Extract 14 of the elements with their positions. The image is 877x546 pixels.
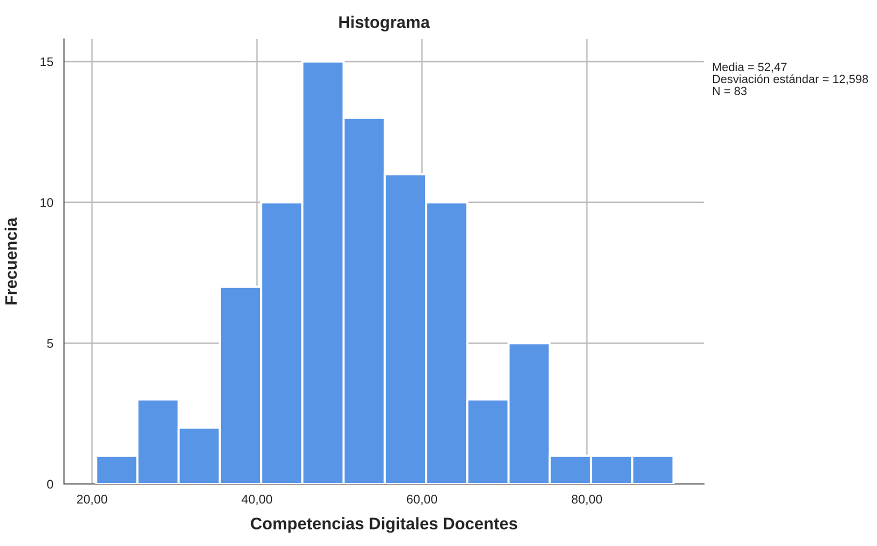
x-tick-label: 80,00 xyxy=(572,494,602,506)
y-tick-label: 15 xyxy=(40,57,54,66)
x-tick-label: 40,00 xyxy=(242,494,272,506)
y-tick-label: 5 xyxy=(47,339,54,348)
y-tick-label: 0 xyxy=(47,480,54,489)
text: Desviación estándar = 12,598 xyxy=(712,74,868,85)
x-tick-label: 60,00 xyxy=(406,494,438,506)
text: Media = 52,47 xyxy=(712,62,787,73)
chart-title: Histograma xyxy=(339,16,430,32)
x-tick-label: 20,00 xyxy=(77,494,108,506)
y-axis-title: Frecuencia xyxy=(4,217,17,304)
y-tick-label: 10 xyxy=(40,198,54,208)
x-axis-title: Competencias Digitales Docentes xyxy=(250,517,518,533)
text: N = 83 xyxy=(712,86,747,96)
